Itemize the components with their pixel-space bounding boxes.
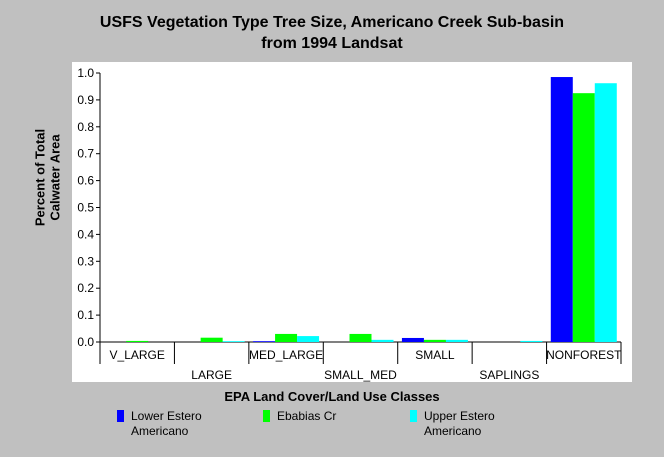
y-tick-label-2: 0.2 xyxy=(77,281,94,295)
y-tick-label-6: 0.6 xyxy=(77,174,94,188)
bar-nonforest-series-0 xyxy=(550,77,573,342)
bar-small-series-0 xyxy=(401,337,424,342)
x-axis-label: EPA Land Cover/Land Use Classes xyxy=(224,389,440,404)
legend-label-upper-estero-line2: Americano xyxy=(424,424,482,438)
bar-saplings-series-2 xyxy=(520,340,543,342)
bar-med_large-series-0 xyxy=(253,341,276,342)
y-tick-label-9: 0.9 xyxy=(77,93,94,107)
chart-svg: 0.0 0.1 0.2 0.3 0.4 0.5 0.6 0.7 0.8 0.9 1.0 V_LARGE… xyxy=(77,66,622,382)
legend-label-upper-estero-line1: Upper Estero xyxy=(424,409,495,423)
y-axis-label-line2: Calwater Area xyxy=(47,134,63,221)
y-tick-label-7: 0.7 xyxy=(77,147,94,161)
bar-large-series-2 xyxy=(222,341,245,342)
bar-small_med-series-1 xyxy=(349,333,372,342)
y-tick-label-4: 0.4 xyxy=(77,227,94,241)
x-tick-label-1: LARGE xyxy=(191,368,232,382)
y-tick-label-3: 0.3 xyxy=(77,254,94,268)
legend-label-ebabias: Ebabias Cr xyxy=(277,409,337,423)
legend-swatch-lower-estero xyxy=(117,410,124,422)
x-tick-label-5: SAPLINGS xyxy=(479,368,539,382)
legend-label-lower-estero-line2: Americano xyxy=(131,424,189,438)
x-tick-label-0: V_LARGE xyxy=(110,348,165,362)
y-tick-label-5: 0.5 xyxy=(77,201,94,215)
bar-small-series-2 xyxy=(445,339,468,342)
bar-nonforest-series-1 xyxy=(572,93,595,342)
x-tick-label-3: SMALL_MED xyxy=(324,368,397,382)
x-tick-label-6: NONFOREST xyxy=(546,348,622,362)
bar-nonforest-series-2 xyxy=(594,83,617,343)
chart-subtitle: from 1994 Landsat xyxy=(261,35,403,52)
x-tick-label-4: SMALL xyxy=(415,348,455,362)
bar-small_med-series-2 xyxy=(371,339,394,342)
x-tick-label-2: MED_LARGE xyxy=(249,348,323,362)
y-axis-label-line1: Percent of Total xyxy=(32,128,48,227)
legend-swatch-ebabias xyxy=(263,410,270,422)
y-tick-label-1: 0.1 xyxy=(77,308,94,322)
bar-large-series-1 xyxy=(200,337,223,342)
bar-med_large-series-1 xyxy=(275,333,298,342)
bar-v_large-series-1 xyxy=(126,340,149,342)
y-tick-label-8: 0.8 xyxy=(77,120,94,134)
legend-swatch-upper-estero xyxy=(410,410,417,422)
y-tick-label-0: 0.0 xyxy=(77,335,94,349)
legend-label-lower-estero-line1: Lower Estero xyxy=(131,409,202,423)
y-tick-label-10: 1.0 xyxy=(77,66,94,80)
bar-small-series-1 xyxy=(423,339,446,342)
bar-med_large-series-2 xyxy=(297,336,320,342)
plot-area: 0.0 0.1 0.2 0.3 0.4 0.5 0.6 0.7 0.8 0.9 1.0 V_LARGE… xyxy=(72,62,632,382)
chart-title: USFS Vegetation Type Tree Size, American… xyxy=(99,14,565,31)
